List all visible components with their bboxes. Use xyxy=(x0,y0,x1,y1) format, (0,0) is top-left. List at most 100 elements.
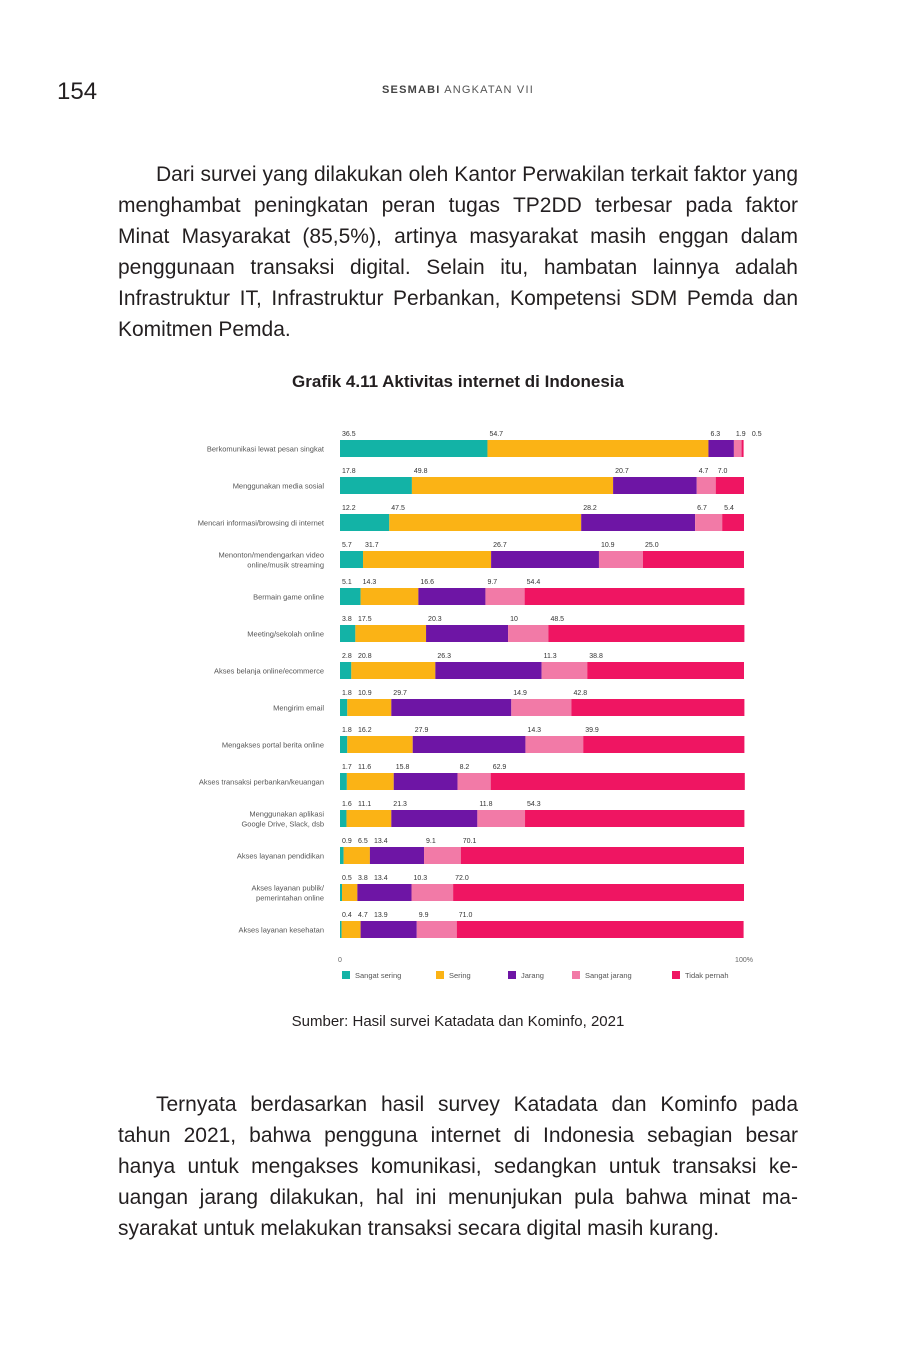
category-label: Akses transaksi perbankan/keuangan xyxy=(199,778,324,787)
value-label: 54.3 xyxy=(527,801,541,808)
bar-segment-tidak-pernah xyxy=(583,736,745,753)
bar-segment-sangat-sering xyxy=(340,551,364,568)
value-label: 10.3 xyxy=(414,875,428,882)
value-label: 16.6 xyxy=(420,579,434,586)
running-head-subtitle: ANGKATAN VII xyxy=(444,84,534,96)
value-label: 17.5 xyxy=(358,616,372,623)
value-label: 17.8 xyxy=(342,468,356,475)
stacked-bar-chart: Berkomunikasi lewat pesan singkat 36.5 54.… xyxy=(140,408,765,983)
bar-segment-jarang xyxy=(391,699,512,716)
value-label: 54.7 xyxy=(489,431,503,438)
bar-segment-tidak-pernah xyxy=(643,551,744,568)
value-label: 11.8 xyxy=(479,801,492,808)
value-label: 14.3 xyxy=(363,579,377,586)
value-label: 29.7 xyxy=(393,690,407,697)
legend-label: Tidak pernah xyxy=(685,971,729,980)
value-label: 9.7 xyxy=(487,579,497,586)
value-label: 3.8 xyxy=(342,616,352,623)
bar-segment-sangat-jarang xyxy=(541,662,588,679)
legend-swatch xyxy=(342,971,350,979)
category-label: Akses layanan pendidikan xyxy=(237,852,324,861)
category-label: Berkomunikasi lewat pesan singkat xyxy=(207,445,325,454)
value-label: 47.5 xyxy=(391,505,405,512)
category-label: Menonton/mendengarkan video xyxy=(219,551,325,560)
bar-segment-jarang xyxy=(418,588,486,605)
value-label: 49.8 xyxy=(414,468,428,475)
bar-segment-tidak-pernah xyxy=(525,810,745,827)
value-label: 27.9 xyxy=(415,727,429,734)
value-label: 71.0 xyxy=(459,912,473,919)
value-label: 0.5 xyxy=(752,431,762,438)
running-head: SESMABI ANGKATAN VII xyxy=(0,84,916,96)
value-label: 13.4 xyxy=(374,875,388,882)
category-label: Bermain game online xyxy=(253,593,324,602)
bar-segment-sangat-sering xyxy=(340,477,412,494)
legend-label: Sangat sering xyxy=(355,971,401,980)
bar-segment-jarang xyxy=(369,847,425,864)
bar-segment-jarang xyxy=(491,551,599,568)
value-label: 1.9 xyxy=(736,431,746,438)
value-label: 14.3 xyxy=(527,727,541,734)
value-label: 25.0 xyxy=(645,542,659,549)
bar-segment-sangat-jarang xyxy=(411,884,454,901)
value-label: 13.9 xyxy=(374,912,388,919)
bar-segment-tidak-pernah xyxy=(548,625,745,642)
bar-segment-sangat-jarang xyxy=(457,773,491,790)
bar-segment-sangat-sering xyxy=(340,810,347,827)
value-label: 28.2 xyxy=(583,505,597,512)
value-label: 48.5 xyxy=(550,616,564,623)
legend-swatch xyxy=(436,971,444,979)
bar-segment-jarang xyxy=(357,884,412,901)
x-tick-label: 100% xyxy=(735,957,753,964)
value-label: 39.9 xyxy=(585,727,599,734)
bar-segment-sering xyxy=(347,736,413,753)
value-label: 54.4 xyxy=(527,579,541,586)
page-number: 154 xyxy=(57,78,98,105)
figure-title: Grafik 4.11 Aktivitas internet di Indone… xyxy=(292,372,624,391)
value-label: 9.9 xyxy=(419,912,429,919)
x-tick-label: 0 xyxy=(338,957,342,964)
bar-segment-sangat-sering xyxy=(340,773,347,790)
bar-segment-sangat-jarang xyxy=(424,847,461,864)
bar-segment-sangat-jarang xyxy=(598,551,643,568)
category-label: Akses layanan kesehatan xyxy=(239,926,324,935)
bar-segment-sangat-sering xyxy=(340,736,348,753)
category-label: Menggunakan media sosial xyxy=(233,482,325,491)
chart-svg: Berkomunikasi lewat pesan singkat 36.5 54.… xyxy=(198,431,762,980)
bar-segment-sangat-jarang xyxy=(696,477,716,494)
value-label: 9.1 xyxy=(426,838,436,845)
legend-label: Jarang xyxy=(521,971,544,980)
value-label: 11.3 xyxy=(544,653,557,660)
bar-segment-sangat-sering xyxy=(340,514,390,531)
bar-segment-tidak-pernah xyxy=(456,921,744,938)
bar-segment-tidak-pernah xyxy=(571,699,745,716)
legend-swatch xyxy=(672,971,680,979)
bar-segment-sangat-jarang xyxy=(511,699,572,716)
intro-paragraph: Dari survei yang dilakukan oleh Kantor P… xyxy=(118,163,798,341)
bar-segment-sangat-jarang xyxy=(525,736,584,753)
value-label: 16.2 xyxy=(358,727,372,734)
value-label: 1.8 xyxy=(342,690,352,697)
value-label: 4.7 xyxy=(699,468,709,475)
bar-segment-tidak-pernah xyxy=(715,477,744,494)
value-label: 7.0 xyxy=(718,468,728,475)
bar-segment-tidak-pernah xyxy=(587,662,744,679)
value-label: 2.8 xyxy=(342,653,352,660)
value-label: 42.8 xyxy=(573,690,587,697)
bar-segment-tidak-pernah xyxy=(453,884,744,901)
value-label: 0.5 xyxy=(342,875,352,882)
value-label: 6.5 xyxy=(358,838,368,845)
value-label: 0.4 xyxy=(342,912,352,919)
value-label: 5.7 xyxy=(342,542,352,549)
bar-segment-sangat-jarang xyxy=(733,440,742,457)
category-label: pemerintahan online xyxy=(256,894,324,903)
bar-segment-jarang xyxy=(412,736,526,753)
figure-source: Sumber: Hasil survei Katadata dan Kominf… xyxy=(291,1013,625,1030)
bar-segment-sangat-sering xyxy=(340,588,361,605)
bar-segment-sangat-sering xyxy=(340,625,356,642)
value-label: 31.7 xyxy=(365,542,379,549)
bar-segment-jarang xyxy=(393,773,458,790)
conclusion-paragraph: Ternyata berdasarkan hasil survey Katada… xyxy=(118,1093,798,1240)
bar-segment-jarang xyxy=(360,921,417,938)
value-label: 3.8 xyxy=(358,875,368,882)
